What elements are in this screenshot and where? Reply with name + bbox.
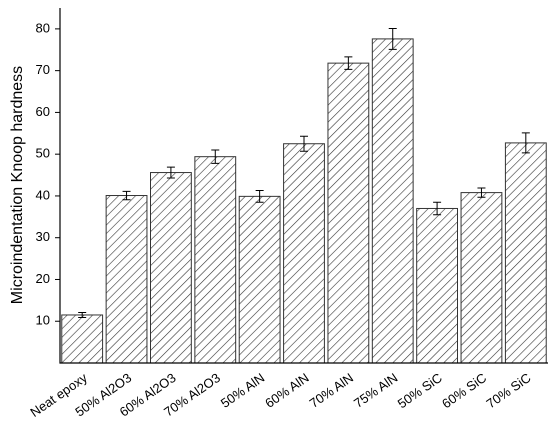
x-tick-label: 60% AlN	[262, 370, 311, 411]
bar	[283, 143, 325, 364]
x-tick-label: 50% SiC	[395, 370, 445, 411]
bar	[238, 195, 281, 364]
error-bar	[388, 27, 397, 50]
bar	[327, 62, 370, 364]
y-tick-label: 40	[36, 187, 50, 202]
bar	[194, 156, 237, 364]
y-tick-label: 70	[36, 62, 50, 77]
x-tick-label: 70% AlN	[307, 370, 356, 411]
error-bar	[211, 149, 220, 164]
error-bar	[344, 56, 353, 70]
error-bar	[477, 187, 486, 198]
bar	[371, 38, 414, 364]
error-bar	[300, 135, 308, 152]
bar	[61, 314, 104, 364]
bar	[150, 172, 192, 364]
bar	[105, 195, 148, 364]
axes	[59, 8, 548, 364]
bar	[504, 142, 547, 364]
y-tick-label: 60	[36, 104, 50, 119]
error-bar	[255, 190, 264, 203]
error-bar	[433, 201, 442, 216]
error-bar	[521, 132, 530, 154]
y-tick-label: 50	[36, 146, 50, 161]
x-tick-label: 70% SiC	[483, 370, 533, 411]
bar	[460, 192, 503, 364]
bar	[416, 207, 458, 364]
y-tick-label: 80	[36, 20, 50, 35]
y-tick-label: 30	[36, 229, 50, 244]
x-tick-label: 50% AlN	[218, 370, 267, 411]
error-bar	[78, 311, 87, 318]
error-bar	[166, 166, 175, 179]
y-axis-title: Microindentation Knoop hardness	[9, 66, 26, 304]
x-tick-label: 75% AlN	[351, 370, 400, 411]
y-tick-label: 10	[36, 313, 50, 328]
y-tick-label: 20	[36, 271, 50, 286]
x-tick-label: 60% SiC	[439, 370, 489, 411]
error-bar	[122, 190, 131, 201]
